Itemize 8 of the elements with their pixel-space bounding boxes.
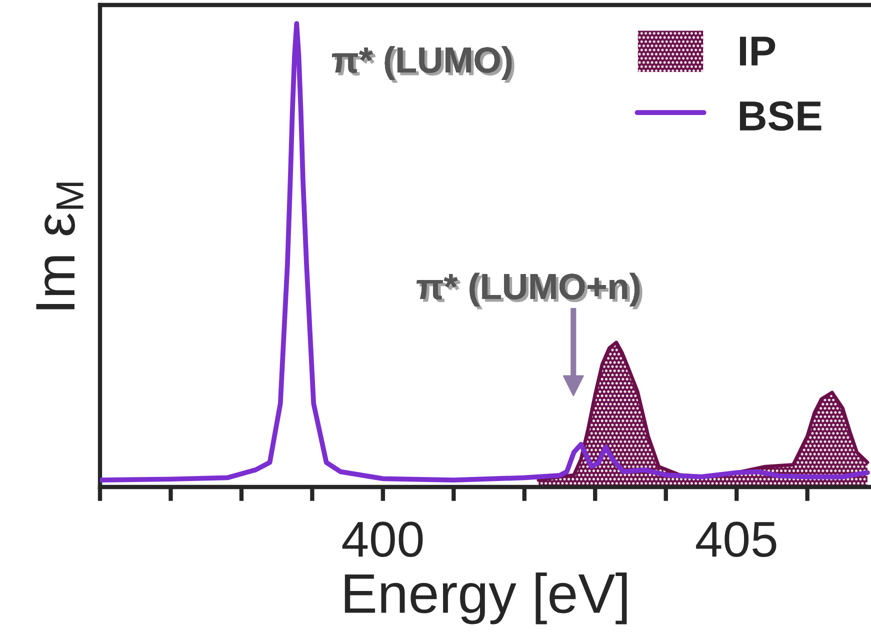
legend-label: BSE [740, 101, 822, 131]
annotation: π* (LUMO+n) [416, 272, 642, 310]
annotation: π* (LUMO) [332, 46, 514, 83]
x-axis-title: Energy [eV] [344, 572, 627, 624]
x-tick-label: 400 [342, 522, 423, 558]
y-axis-title: Im ε$_{M}$ [36, 182, 84, 310]
x-tick-label: 405 [696, 522, 776, 558]
legend-label: IP [740, 36, 776, 66]
